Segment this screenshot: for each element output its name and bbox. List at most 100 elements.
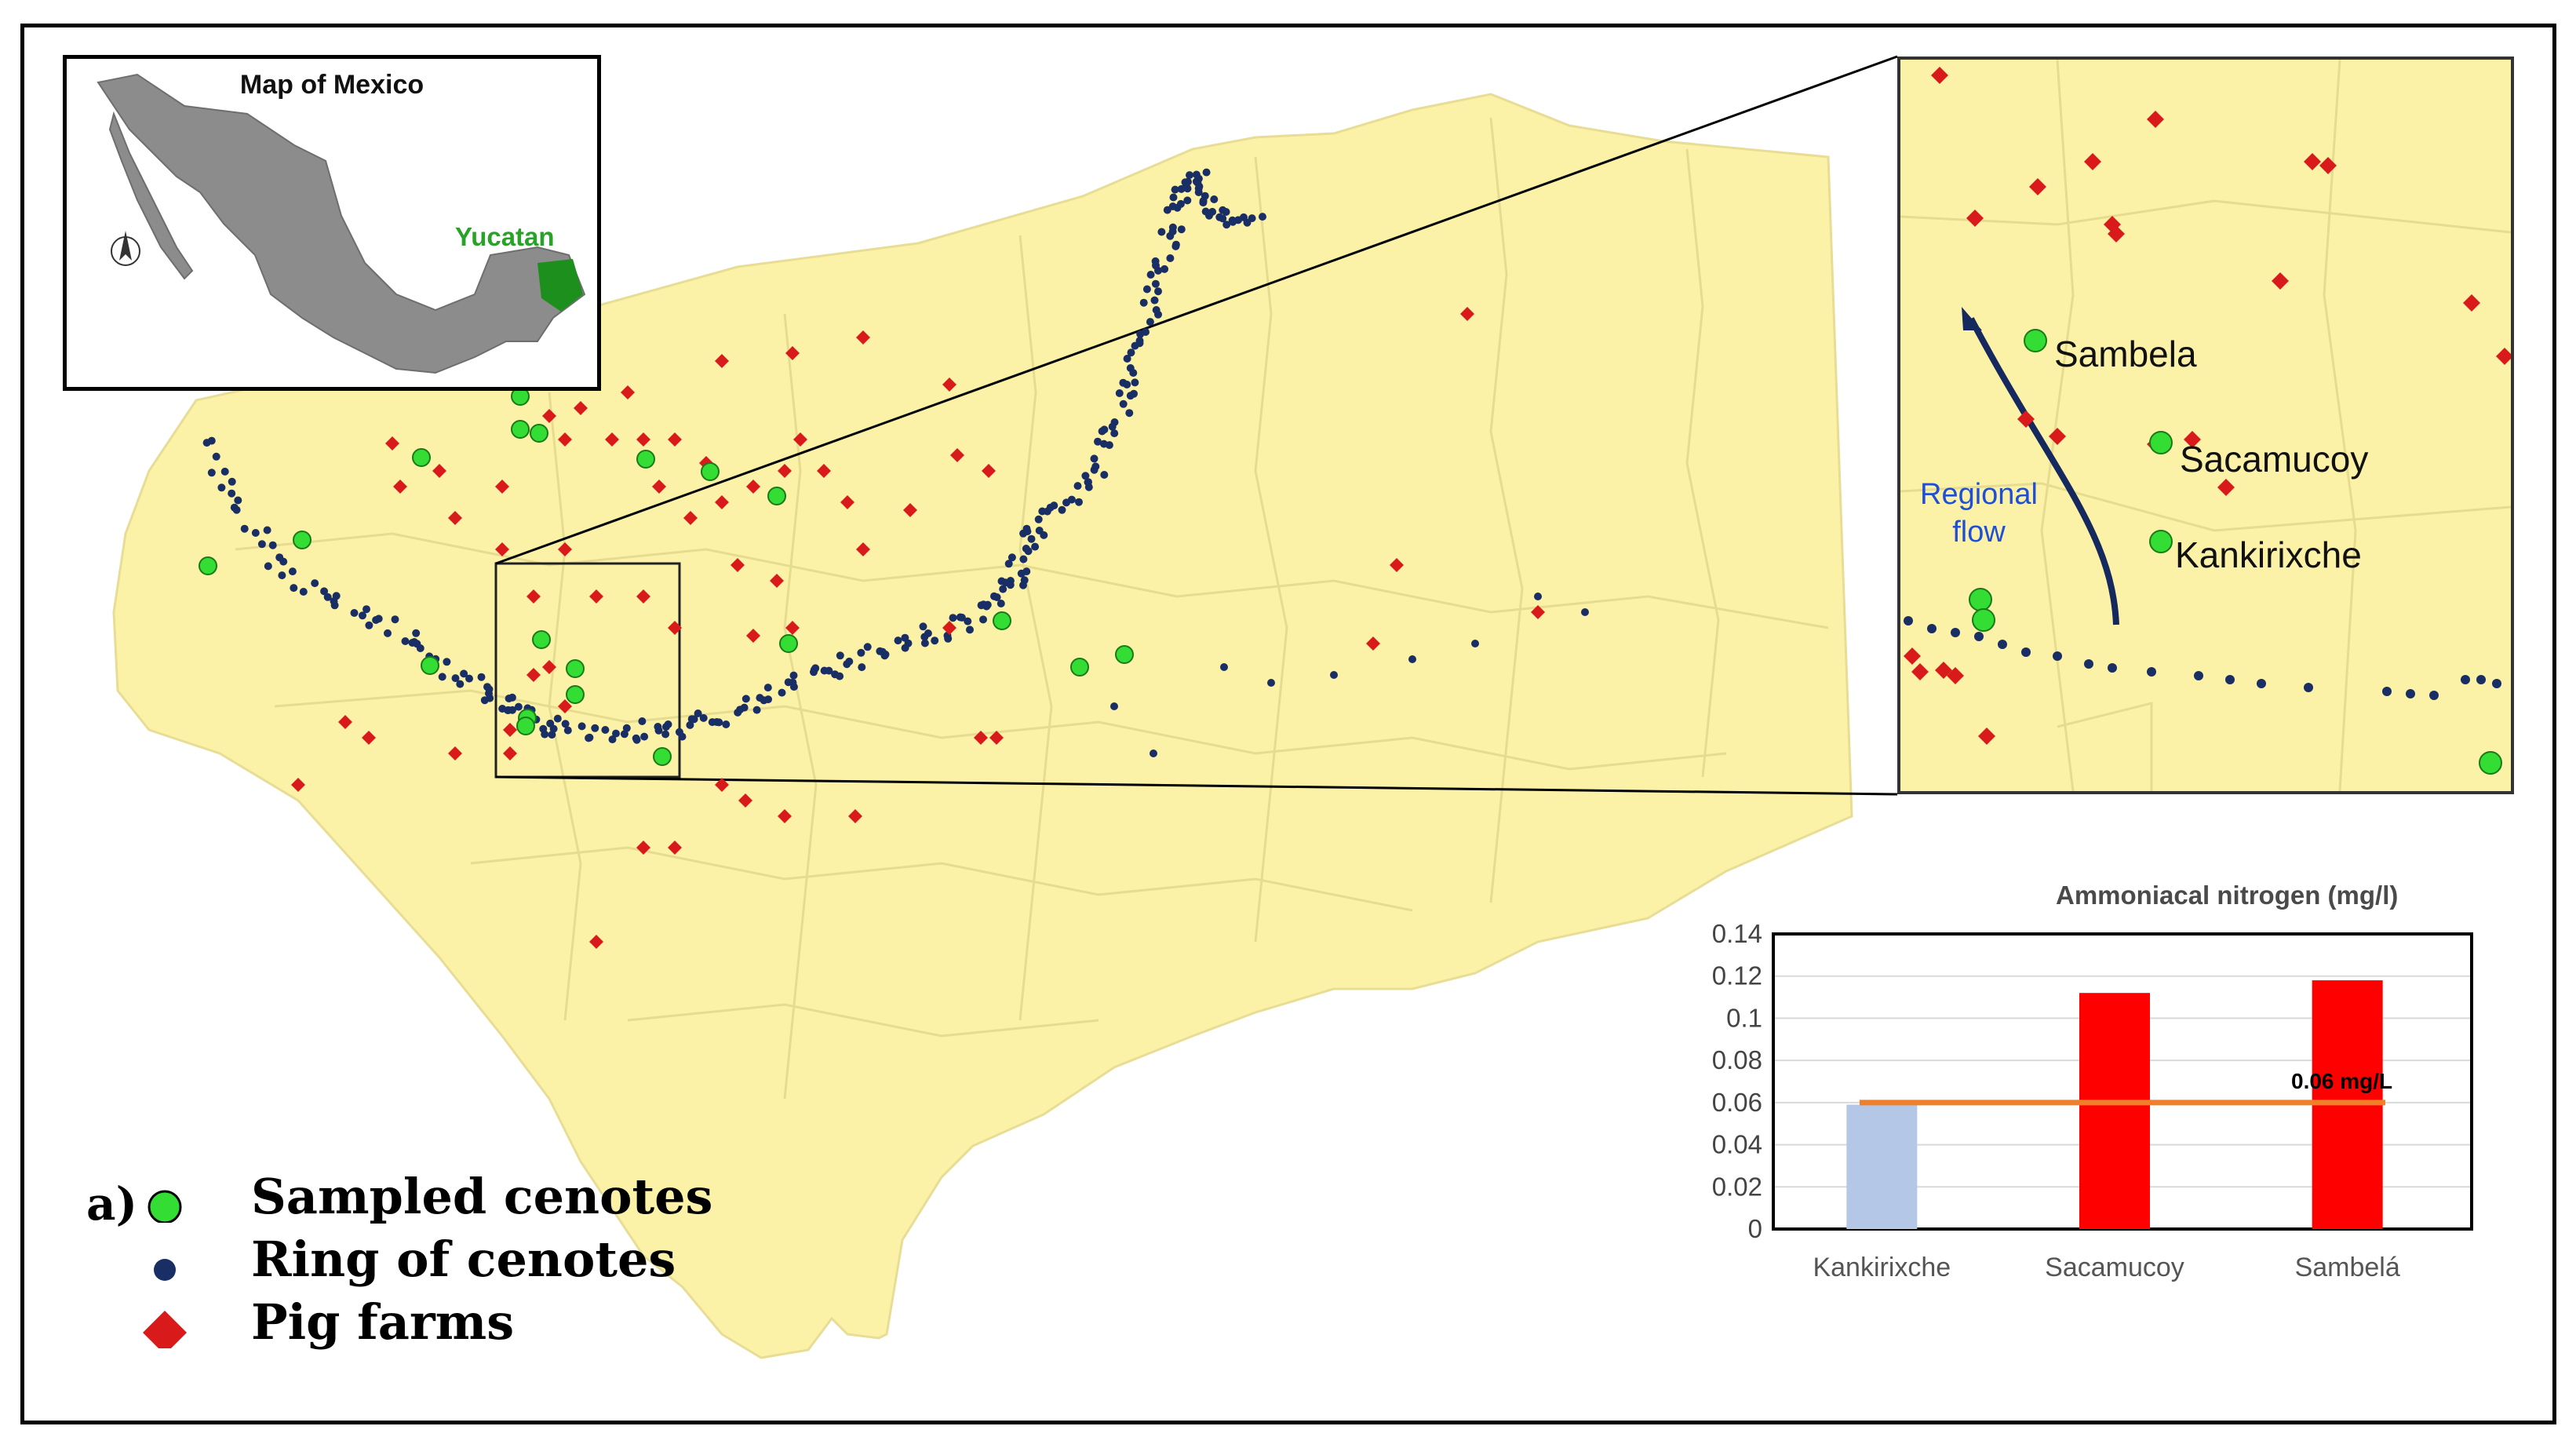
flow-label-line2: flow [1952,516,2006,549]
pig-farm-marker [362,731,376,745]
ring-cenote-dot [722,720,731,728]
ring-cenote-dot [686,720,694,729]
ring-cenote-dot [1229,217,1237,226]
y-tick-label: 0.1 [1726,1003,1762,1032]
ring-cenote-dot [622,724,631,732]
ring-cenote-dot [320,587,329,596]
ring-cenote-dot [789,683,798,691]
ring-cenote-dot [1131,378,1139,387]
ring-cenote-dot [843,660,851,669]
pig-farm-marker [2029,178,2046,195]
sampled-cenote-marker [566,659,585,678]
ring-cenote-dot [278,571,286,580]
ring-cenote-dot [1220,663,1228,671]
sampled-cenotes [199,387,1134,766]
ring-cenote-dot [1075,498,1083,506]
ring-cenote-dot [1031,542,1040,551]
ring-cenote-dot [268,541,277,549]
pig-farm-marker [542,660,556,674]
pig-farm-marker [1931,67,1948,84]
ring-cenote-dot [1181,178,1190,187]
ring-cenote-dot [654,723,662,731]
ring-cenote-dot [789,671,798,680]
ring-cenote-dot [578,722,586,731]
pig-farm-marker [2304,153,2321,170]
zoom-map [1900,60,2511,791]
mexico-country-shape [97,73,586,374]
ring-cenote-dot [508,706,516,714]
ring-cenote-dot [990,592,998,600]
pig-farm-marker [778,464,792,478]
pig-farm-marker [503,746,517,760]
pig-farm-marker [448,511,462,525]
ring-cenote-dot [2492,679,2501,688]
ring-cenote-dot [664,720,672,728]
pig-farm-marker [558,432,572,447]
pig-farm-marker [817,464,831,478]
ring-cenote-dot [763,684,772,692]
ring-cenote-dot [1058,505,1066,514]
pig-farm-marker [503,723,517,737]
pig-farm-marker [2108,225,2125,243]
ring-cenote-dot [1139,298,1148,307]
pig-farm-marker [542,409,556,423]
ring-cenote-dot [1166,254,1175,262]
ring-of-cenotes [202,168,1589,757]
zoom-inset: Sambela Sacamucoy Kankirixche Regional f… [1897,57,2514,794]
ring-cenote-dot [741,695,750,703]
zoom-points [1904,67,2511,775]
zoom-connector-top [495,55,1898,565]
ring-cenote-dot [1240,213,1248,221]
pig-farm-marker [526,589,541,604]
ring-cenote-dot [1100,425,1109,434]
ring-cenote-dot [1110,418,1119,426]
ring-cenote-dot [1219,206,1227,214]
ring-cenote-dot [220,467,229,476]
yucatan-highlight [537,259,583,312]
ring-cenote-dot [699,713,708,722]
flow-label-line1: Regional [1920,478,2038,511]
ring-cenote-dot [1160,264,1169,273]
y-tick-label: 0.14 [1712,919,1762,948]
ring-cenote-dot [460,669,468,678]
x-tick-label: Sacamucoy [2045,1253,2184,1282]
pig-farm-marker [589,935,603,949]
ring-cenote-dot [1084,483,1093,491]
ring-cenote-dot [1177,225,1186,234]
pig-farm-marker [652,480,666,494]
ring-cenote-dot [228,489,236,498]
ring-cenote-dot [997,600,1005,607]
ring-cenote-dot [1126,364,1135,372]
pig-farm-marker [746,629,760,643]
legend-panel-label: a) [86,1177,138,1231]
ring-cenote-dot [690,715,698,724]
ring-cenote-dot [1073,482,1082,491]
pig-farm-marker [668,432,682,447]
ring-cenote-dot [1171,242,1180,250]
pig-farm-marker [2147,111,2164,128]
pig-farm-marker [950,448,964,462]
ring-cenote-dot [661,730,670,739]
ring-cenote-dot [1168,228,1177,235]
ring-cenote-dot [1154,310,1162,319]
pig-farm-marker [2017,410,2035,428]
sampled-cenote-marker [636,450,655,469]
ring-cenote-dot [456,680,465,688]
pig-farm-marker [574,401,588,415]
ring-cenote-dot [1115,389,1124,397]
ring-cenote-dot [217,483,226,492]
ring-cenote-dot [1004,560,1013,568]
y-tick-label: 0.08 [1712,1045,1762,1074]
pig-farm-marker [2463,294,2480,312]
ring-cenote-dot [2476,675,2486,684]
ring-cenote-dot [2021,647,2031,657]
ring-cenote-dot [708,718,716,727]
ring-cenote-dot [202,439,211,447]
ring-cenote-dot [228,477,236,486]
ring-cenote-dot [982,602,991,611]
ring-cenote-dot [1169,193,1178,202]
ring-cenote-dot [920,639,929,647]
ring-cenote-dot [2053,651,2062,661]
ring-cenote-dot [612,729,620,738]
sampled-cenote-marker [993,611,1011,630]
